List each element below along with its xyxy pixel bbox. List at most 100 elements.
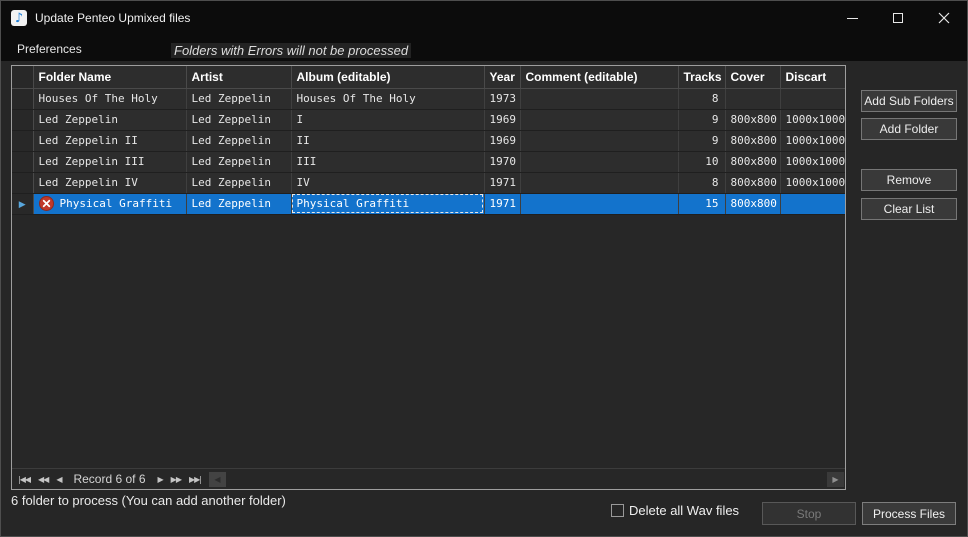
cell-folder[interactable]: Houses Of The Holy — [33, 88, 187, 110]
error-warning-label: Folders with Errors will not be processe… — [171, 43, 412, 58]
cell-tracks[interactable]: 8 — [678, 172, 726, 194]
cell-comment[interactable] — [520, 109, 679, 131]
cell-cover[interactable]: 800x800 — [725, 172, 781, 194]
cell-tracks[interactable]: 9 — [678, 130, 726, 152]
close-icon — [938, 12, 950, 24]
col-discart[interactable]: Discart — [780, 66, 845, 89]
row-indicator — [12, 151, 34, 173]
grid-empty-area — [12, 215, 845, 469]
cell-discart[interactable] — [780, 193, 845, 215]
menubar: Preferences Folders with Errors will not… — [1, 35, 967, 61]
row-indicator: ▶ — [12, 193, 34, 215]
cell-comment[interactable] — [520, 172, 679, 194]
stop-button[interactable]: Stop — [762, 502, 856, 525]
add-folder-button[interactable]: Add Folder — [861, 118, 957, 140]
nav-prev-button[interactable]: ◀ — [56, 474, 62, 484]
cell-year[interactable]: 1973 — [484, 88, 521, 110]
cell-album[interactable]: III — [291, 151, 485, 173]
window-controls — [829, 1, 967, 35]
cell-artist[interactable]: Led Zeppelin — [186, 130, 292, 152]
folders-table: Folder Name Artist Album (editable) Year… — [12, 66, 845, 215]
close-button[interactable] — [921, 1, 967, 35]
row-indicator — [12, 172, 34, 194]
row-indicator — [12, 109, 34, 131]
nav-last-button[interactable]: ▶▶| — [188, 474, 202, 484]
cell-artist[interactable]: Led Zeppelin — [186, 172, 292, 194]
cell-cover[interactable]: 800x800 — [725, 109, 781, 131]
col-artist[interactable]: Artist — [186, 66, 292, 89]
cell-year[interactable]: 1971 — [484, 193, 521, 215]
cell-year[interactable]: 1969 — [484, 109, 521, 131]
cell-folder[interactable]: Led Zeppelin III — [33, 151, 187, 173]
scroll-left-icon: ◀ — [214, 474, 221, 484]
table-row: Led Zeppelin III Led Zeppelin III 1970 1… — [12, 151, 845, 173]
cell-cover[interactable]: 800x800 — [725, 130, 781, 152]
cell-comment[interactable] — [520, 151, 679, 173]
row-indicator — [12, 88, 34, 110]
cell-album[interactable]: I — [291, 109, 485, 131]
cell-discart[interactable]: 1000x1000 — [780, 172, 845, 194]
col-cover[interactable]: Cover — [725, 66, 781, 89]
titlebar: ♪ Update Penteo Upmixed files — [1, 1, 967, 35]
nav-prev-page-button[interactable]: ◀◀ — [38, 474, 49, 484]
table-row: Houses Of The Holy Led Zeppelin Houses O… — [12, 88, 845, 110]
hscroll-left-button[interactable]: ◀ — [208, 471, 226, 487]
cell-discart[interactable]: 1000x1000 — [780, 130, 845, 152]
cell-tracks[interactable]: 15 — [678, 193, 726, 215]
cell-discart[interactable] — [780, 88, 845, 110]
cell-album[interactable]: II — [291, 130, 485, 152]
cell-comment[interactable] — [520, 130, 679, 152]
clear-list-button[interactable]: Clear List — [861, 198, 957, 220]
cell-tracks[interactable]: 9 — [678, 109, 726, 131]
minimize-button[interactable] — [829, 1, 875, 35]
cell-discart[interactable]: 1000x1000 — [780, 109, 845, 131]
col-year[interactable]: Year — [484, 66, 521, 89]
col-comment[interactable]: Comment (editable) — [520, 66, 679, 89]
cell-year[interactable]: 1971 — [484, 172, 521, 194]
cell-cover[interactable] — [725, 88, 781, 110]
folders-grid: Folder Name Artist Album (editable) Year… — [11, 65, 846, 490]
cell-year[interactable]: 1969 — [484, 130, 521, 152]
col-album[interactable]: Album (editable) — [291, 66, 485, 89]
add-sub-folders-button[interactable]: Add Sub Folders — [861, 90, 957, 112]
cell-artist[interactable]: Led Zeppelin — [186, 151, 292, 173]
col-tracks[interactable]: Tracks — [678, 66, 726, 89]
cell-tracks[interactable]: 8 — [678, 88, 726, 110]
cell-comment[interactable] — [520, 193, 679, 215]
cell-folder-text: Physical Graffiti — [59, 197, 173, 210]
cell-tracks[interactable]: 10 — [678, 151, 726, 173]
col-folder-name[interactable]: Folder Name — [33, 66, 187, 89]
nav-next-page-button[interactable]: ▶▶ — [170, 474, 182, 484]
maximize-button[interactable] — [875, 1, 921, 35]
cell-cover[interactable]: 800x800 — [725, 193, 781, 215]
row-indicator — [12, 130, 34, 152]
cell-album[interactable]: IV — [291, 172, 485, 194]
nav-next-button[interactable]: ▶ — [157, 474, 164, 484]
delete-wav-checkbox[interactable] — [611, 504, 624, 517]
cell-album[interactable]: Houses Of The Holy — [291, 88, 485, 110]
cell-year[interactable]: 1970 — [484, 151, 521, 173]
cell-artist[interactable]: Led Zeppelin — [186, 193, 292, 215]
cell-artist[interactable]: Led Zeppelin — [186, 88, 292, 110]
error-icon — [38, 196, 54, 211]
delete-wav-label: Delete all Wav files — [629, 503, 740, 518]
cell-folder[interactable]: Led Zeppelin IV — [33, 172, 187, 194]
current-row-arrow-icon: ▶ — [18, 200, 26, 210]
cell-comment[interactable] — [520, 88, 679, 110]
cell-cover[interactable]: 800x800 — [725, 151, 781, 173]
cell-folder[interactable]: Led Zeppelin — [33, 109, 187, 131]
process-files-button[interactable]: Process Files — [862, 502, 956, 525]
nav-first-button[interactable]: |◀◀ — [18, 474, 31, 484]
cell-discart[interactable]: 1000x1000 — [780, 151, 845, 173]
cell-album-editing[interactable]: Physical Graffiti — [291, 193, 485, 215]
remove-button[interactable]: Remove — [861, 169, 957, 191]
record-navigator: |◀◀ ◀◀ ◀ Record 6 of 6 ▶ ▶▶ ▶▶| ◀ ▶ — [12, 468, 845, 489]
hscroll-right-button[interactable]: ▶ — [827, 471, 844, 487]
cell-artist[interactable]: Led Zeppelin — [186, 109, 292, 131]
cell-folder[interactable]: Led Zeppelin II — [33, 130, 187, 152]
menu-preferences[interactable]: Preferences — [17, 42, 82, 56]
cell-folder[interactable]: Physical Graffiti — [33, 193, 187, 215]
header-row: Folder Name Artist Album (editable) Year… — [12, 66, 845, 89]
maximize-icon — [893, 13, 903, 23]
